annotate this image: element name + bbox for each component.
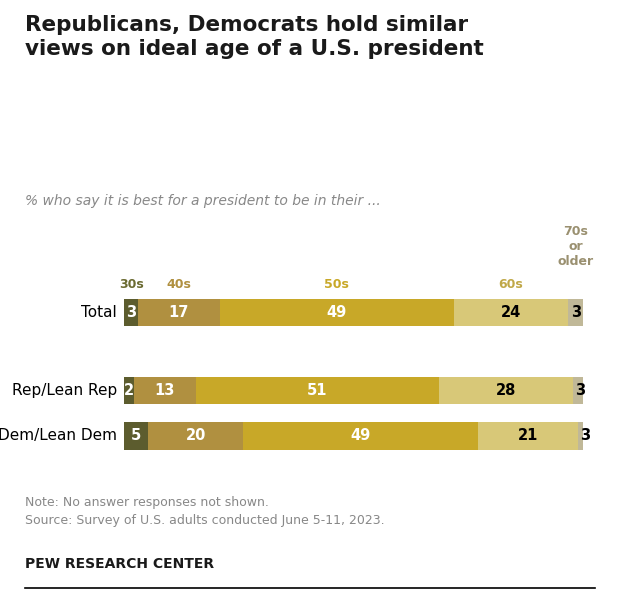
Bar [124,377,133,404]
Text: 13: 13 [154,383,175,398]
Text: 3: 3 [580,429,590,444]
Bar [124,299,138,326]
Text: 24: 24 [501,305,521,320]
Text: 28: 28 [496,383,516,398]
Text: 3: 3 [570,305,581,320]
Bar [477,423,578,450]
Text: 50s: 50s [324,278,349,291]
Bar [569,299,583,326]
Text: 30s: 30s [119,278,144,291]
Bar [133,377,196,404]
Text: 3: 3 [126,305,136,320]
Text: 49: 49 [327,305,347,320]
Bar [196,377,440,404]
Bar [244,423,477,450]
Text: Note: No answer responses not shown.: Note: No answer responses not shown. [25,496,268,509]
Text: 51: 51 [308,383,328,398]
Text: 70s
or
older: 70s or older [557,225,594,268]
Text: 20: 20 [185,429,206,444]
Text: 21: 21 [518,429,538,444]
Text: PEW RESEARCH CENTER: PEW RESEARCH CENTER [25,557,214,572]
Bar [454,299,569,326]
Bar [574,377,588,404]
Text: 17: 17 [169,305,189,320]
Text: 40s: 40s [167,278,192,291]
Text: Total: Total [81,305,117,320]
Text: Republicans, Democrats hold similar
views on ideal age of a U.S. president: Republicans, Democrats hold similar view… [25,15,484,59]
Text: Source: Survey of U.S. adults conducted June 5-11, 2023.: Source: Survey of U.S. adults conducted … [25,514,384,527]
Bar [124,423,148,450]
Text: Dem/Lean Dem: Dem/Lean Dem [0,429,117,444]
Text: % who say it is best for a president to be in their ...: % who say it is best for a president to … [25,194,381,208]
Text: 3: 3 [575,383,585,398]
Bar [578,423,592,450]
Text: 60s: 60s [498,278,523,291]
Bar [148,423,244,450]
Text: 5: 5 [131,429,141,444]
Bar [219,299,454,326]
Text: 2: 2 [124,383,134,398]
Bar [440,377,574,404]
Bar [138,299,219,326]
Text: Rep/Lean Rep: Rep/Lean Rep [12,383,117,398]
Text: 49: 49 [350,429,371,444]
